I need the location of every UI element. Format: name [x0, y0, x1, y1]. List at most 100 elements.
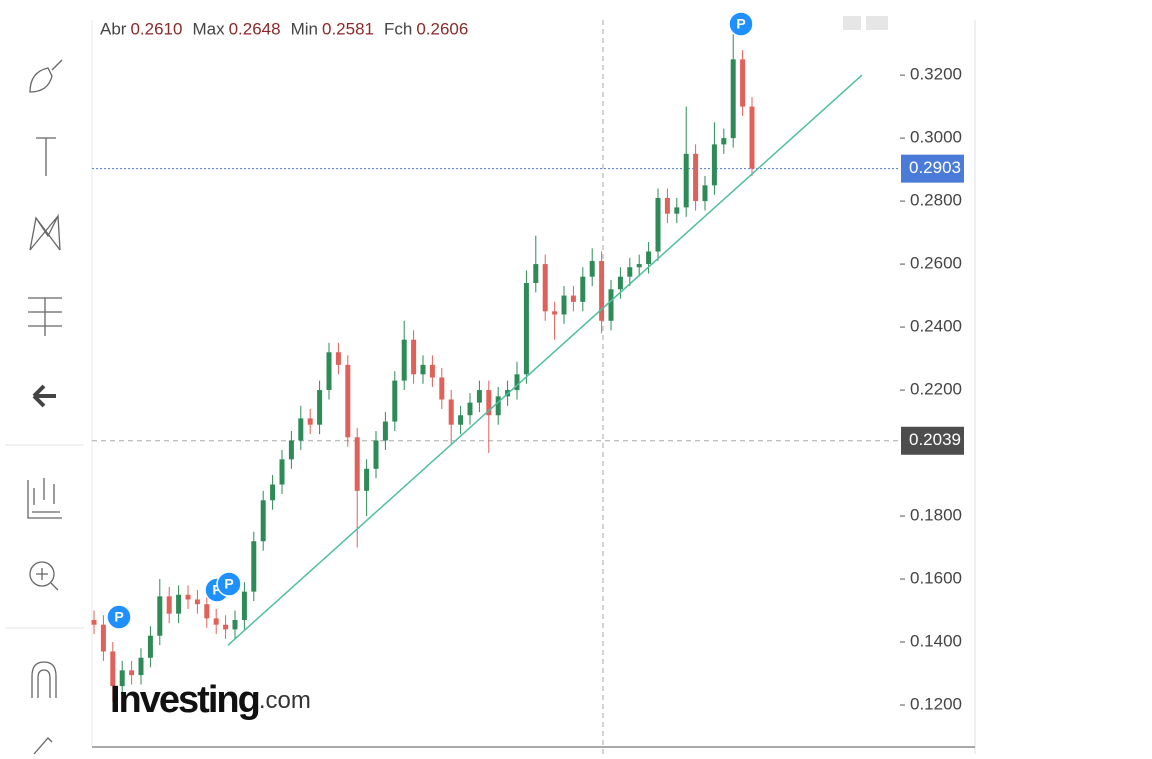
- last-price-label: 0.2903: [909, 158, 961, 177]
- candle-body: [514, 374, 520, 391]
- candle-body: [411, 339, 417, 375]
- zoom-tool[interactable]: [29, 561, 55, 587]
- candle-body: [232, 619, 238, 630]
- y-tick-label: 0.1200: [910, 694, 962, 713]
- candle-body: [260, 500, 266, 542]
- candle-body: [241, 591, 247, 620]
- candle-body: [636, 264, 642, 268]
- candle-body: [693, 153, 699, 202]
- fib-tool[interactable]: [28, 297, 62, 336]
- y-tick-label: 0.2600: [910, 254, 962, 273]
- candle-body: [345, 364, 351, 438]
- trendline: [227, 74, 863, 646]
- candle-body: [523, 282, 529, 375]
- candle-body: [176, 594, 182, 614]
- event-marker-label: P: [224, 576, 233, 592]
- y-tick-label: 0.1800: [910, 506, 962, 525]
- chart-button[interactable]: [866, 16, 888, 30]
- back-arrow[interactable]: [32, 384, 56, 408]
- candle-body: [223, 624, 229, 630]
- y-tick-label: 0.2400: [910, 317, 962, 336]
- candle-body: [646, 251, 652, 265]
- watermark: Investing.com: [110, 679, 311, 721]
- event-marker: [216, 571, 242, 597]
- candle-body: [279, 459, 285, 485]
- candle-body: [420, 364, 426, 375]
- candle-body: [674, 207, 680, 214]
- header-label: Fch: [384, 19, 412, 38]
- candle-body: [570, 295, 576, 302]
- pencil-tool[interactable]: [33, 737, 53, 755]
- ohlc-header: Abr 0.2610 Max 0.2648 Min 0.2581 Fch 0.2606: [100, 19, 468, 38]
- candle-body: [542, 264, 548, 312]
- header-label: Abr: [100, 19, 127, 38]
- candle-body: [655, 197, 661, 252]
- candle-body: [138, 657, 144, 676]
- candle-body: [100, 624, 106, 652]
- candle-body: [448, 399, 454, 425]
- text-tool[interactable]: [36, 137, 56, 176]
- toolbar: [5, 59, 84, 755]
- event-marker: [106, 604, 132, 630]
- header-value: 0.2648: [229, 19, 281, 38]
- candle-body: [298, 418, 304, 441]
- candle-body: [307, 418, 313, 425]
- candle-body: [288, 440, 294, 460]
- chart-button[interactable]: [843, 16, 861, 30]
- magnet-tool[interactable]: [31, 661, 57, 698]
- candle-body: [91, 619, 97, 625]
- candle-body: [721, 138, 727, 145]
- candle-body: [401, 339, 407, 381]
- candle-body: [439, 377, 445, 400]
- candle-body: [354, 437, 360, 491]
- candle-body: [157, 596, 163, 636]
- candle-body: [326, 352, 332, 391]
- candle-body: [317, 390, 323, 425]
- candle-body: [486, 390, 492, 416]
- brush-tool[interactable]: [29, 59, 63, 93]
- event-marker-label: P: [212, 582, 221, 598]
- candle-body: [711, 144, 717, 186]
- crosshair-price-label: 0.2039: [909, 430, 961, 449]
- candle-body: [617, 276, 623, 290]
- candle-body: [429, 364, 435, 378]
- candle-body: [392, 380, 398, 422]
- crosshair-price-box: [901, 426, 964, 455]
- candle-body: [476, 390, 482, 403]
- candle-body: [740, 59, 746, 107]
- candle-body: [110, 651, 116, 687]
- candle-body: [533, 264, 539, 283]
- candle-body: [166, 596, 172, 614]
- candle-body: [495, 396, 501, 416]
- y-tick-label: 0.3000: [910, 128, 962, 147]
- event-marker-label: P: [736, 16, 745, 32]
- candle-body: [204, 604, 210, 619]
- candle-body: [730, 59, 736, 139]
- candle-body: [373, 440, 379, 469]
- candle-body: [702, 185, 708, 202]
- candle-body: [270, 484, 276, 501]
- header-value: 0.2581: [322, 19, 374, 38]
- candle-body: [683, 153, 689, 208]
- candle-body: [664, 197, 670, 214]
- pattern-tool[interactable]: [29, 213, 61, 251]
- y-tick-label: 0.3200: [910, 65, 962, 84]
- candle-body: [561, 295, 567, 315]
- watermark-suffix: .com: [259, 687, 311, 714]
- candle-body: [364, 468, 370, 491]
- candle-body: [194, 599, 200, 605]
- indicator-tool[interactable]: [27, 478, 62, 519]
- candle-body: [147, 635, 153, 658]
- candle-body: [580, 276, 586, 302]
- candle-body: [185, 594, 191, 600]
- y-tick-label: 0.1600: [910, 569, 962, 588]
- last-price-box: [901, 154, 964, 183]
- candle-body: [213, 618, 219, 625]
- candle-body: [608, 289, 614, 321]
- candle-body: [552, 311, 558, 315]
- watermark-brand: Investing: [110, 679, 259, 721]
- candle-body: [129, 670, 135, 676]
- y-tick-label: 0.2200: [910, 380, 962, 399]
- event-marker: [728, 11, 754, 37]
